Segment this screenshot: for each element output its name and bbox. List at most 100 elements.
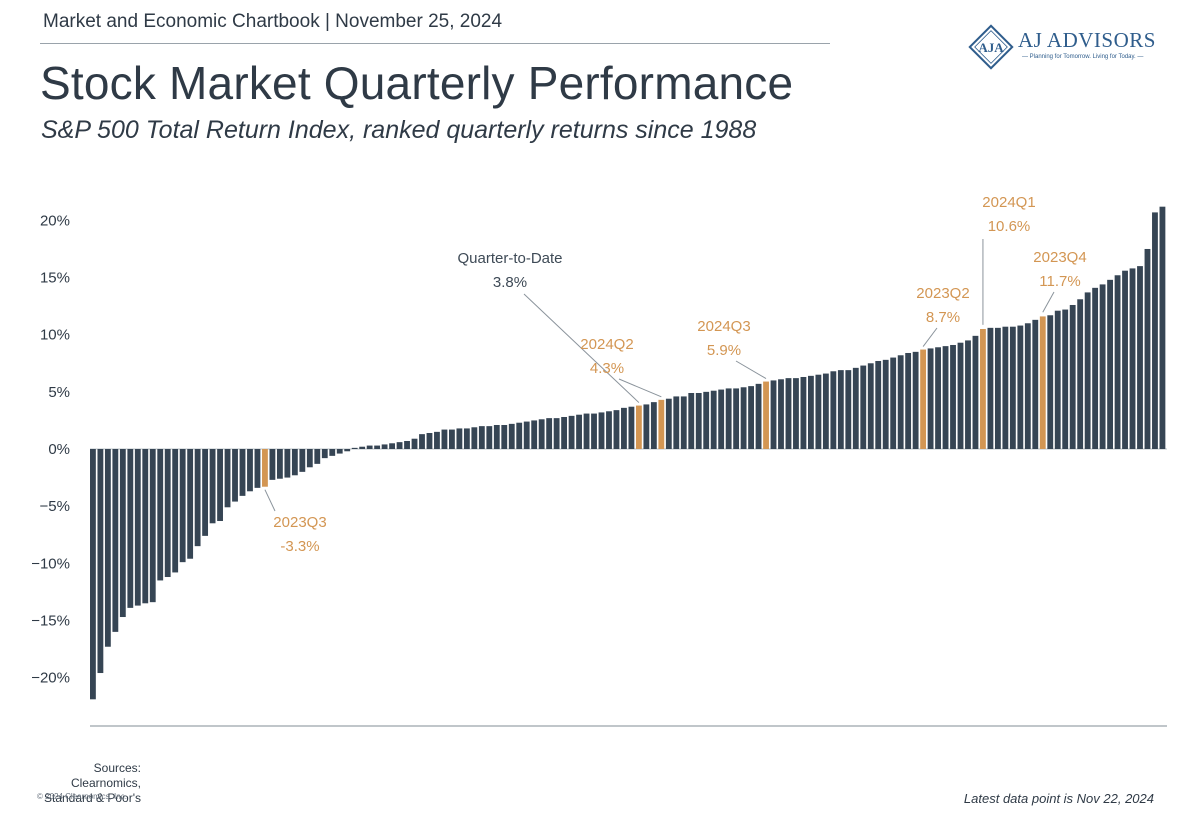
- bar: [1009, 326, 1016, 449]
- bar: [291, 449, 298, 476]
- header-divider: [40, 43, 830, 44]
- bar: [725, 388, 732, 449]
- bar: [149, 449, 156, 603]
- bar: [770, 380, 777, 449]
- bar: [1077, 299, 1084, 449]
- bar: [1137, 266, 1143, 449]
- bar: [538, 419, 545, 449]
- annotation-leader-line: [735, 360, 767, 379]
- y-tick-label: 15%: [40, 270, 70, 287]
- annotation-label: 2024Q1: [982, 194, 1035, 211]
- bar: [561, 416, 568, 449]
- logo-monogram: AJA: [978, 40, 1004, 55]
- bar: [972, 335, 979, 449]
- annotation-label: 2024Q3: [697, 318, 750, 335]
- highlight-bar: [262, 449, 268, 487]
- bar: [680, 396, 687, 449]
- bar: [1062, 309, 1069, 449]
- bar: [142, 449, 149, 604]
- bar: [157, 449, 164, 581]
- highlight-bar: [763, 381, 769, 449]
- annotation-label: 2023Q4: [1033, 249, 1086, 266]
- bar: [822, 373, 829, 449]
- bar: [1159, 206, 1166, 449]
- annotation-value: 8.7%: [926, 309, 960, 326]
- y-tick-label: 10%: [40, 327, 70, 344]
- bar: [419, 434, 425, 449]
- logo-name: AJ ADVISORS: [1018, 28, 1156, 52]
- bar: [1114, 275, 1121, 449]
- y-tick-label: 20%: [40, 212, 70, 229]
- annotation-value: 3.8%: [493, 274, 527, 291]
- annotation-label: 2024Q2: [580, 336, 633, 353]
- bar: [606, 411, 612, 449]
- bar: [1099, 284, 1106, 449]
- bar: [194, 449, 201, 547]
- bar: [987, 327, 994, 449]
- bar: [1122, 270, 1128, 449]
- bar: [254, 449, 261, 488]
- bar: [389, 443, 396, 449]
- bar: [232, 449, 238, 502]
- bar: [516, 422, 523, 449]
- bar: [523, 421, 530, 449]
- bar: [217, 449, 223, 522]
- bar: [1129, 268, 1136, 449]
- bar: [994, 327, 1001, 449]
- annotation-label: Quarter-to-Date: [457, 250, 562, 267]
- bar: [830, 371, 837, 449]
- bar: [456, 428, 463, 449]
- highlight-bar: [635, 405, 642, 449]
- bar: [134, 449, 141, 606]
- copyright-note: © 2024 Clearnomics, Inc.: [37, 792, 127, 801]
- bar: [299, 449, 306, 472]
- bar: [628, 406, 635, 449]
- bar: [202, 449, 209, 536]
- annotation-label: 2023Q3: [273, 514, 326, 531]
- annotation-label: 2023Q2: [916, 285, 969, 302]
- bar: [164, 449, 171, 578]
- bar: [695, 392, 702, 449]
- latest-data-note: Latest data point is Nov 22, 2024: [963, 791, 1154, 806]
- bar: [650, 402, 657, 449]
- bar: [276, 449, 283, 479]
- bar: [441, 429, 448, 449]
- bar: [905, 352, 912, 449]
- y-tick-label: 5%: [48, 384, 70, 401]
- bar: [897, 355, 904, 449]
- y-tick-label: −10%: [31, 555, 70, 572]
- bar: [740, 387, 747, 449]
- bar: [90, 449, 96, 700]
- bar: [927, 348, 934, 449]
- sources-line-1: Sources: Clearnomics,: [70, 761, 141, 790]
- diamond-monogram-icon: AJA: [968, 24, 1014, 70]
- bar: [336, 449, 343, 454]
- bar: [411, 438, 418, 449]
- annotation-value: 4.3%: [590, 360, 624, 377]
- bar: [1017, 325, 1024, 449]
- bar: [942, 346, 949, 449]
- bar: [329, 449, 336, 456]
- bar: [710, 390, 717, 449]
- bar: [187, 449, 194, 559]
- bar: [396, 442, 403, 449]
- bar: [755, 383, 762, 449]
- bar: [546, 418, 553, 449]
- bar: [314, 449, 321, 464]
- highlight-bar: [980, 328, 986, 449]
- bar: [703, 391, 710, 449]
- bar: [471, 427, 478, 449]
- bar: [239, 449, 246, 496]
- bar: [673, 396, 680, 449]
- annotation-leader-line: [523, 293, 640, 403]
- logo-tagline: — Planning for Tomorrow. Living for Toda…: [1022, 54, 1144, 60]
- bar: [748, 386, 755, 449]
- page-title: Stock Market Quarterly Performance: [40, 57, 794, 109]
- bar: [733, 388, 740, 449]
- bar: [778, 379, 784, 449]
- bar: [1084, 292, 1091, 449]
- bar: [568, 415, 575, 449]
- bar: [867, 363, 874, 449]
- bar: [209, 449, 216, 524]
